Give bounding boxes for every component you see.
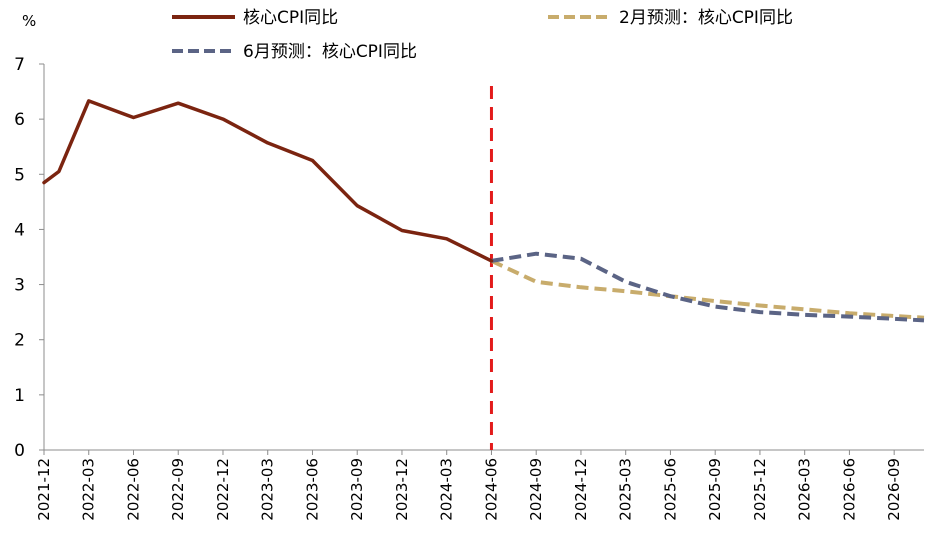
- y-tick-label: 7: [14, 55, 25, 75]
- y-tick-label: 5: [14, 165, 25, 185]
- x-tick-label: 2026-09: [885, 458, 903, 521]
- x-tick-label: 2022-09: [169, 458, 187, 521]
- legend: 核心CPI同比 2月预测：核心CPI同比 6月预测：核心CPI同比: [172, 8, 793, 62]
- x-tick-label: 2025-06: [661, 458, 679, 521]
- x-tick-label: 2022-12: [214, 458, 232, 521]
- x-tick-label: 2026-06: [840, 458, 858, 521]
- x-tick-label: 2024-03: [438, 458, 456, 521]
- x-tick-label: 2022-03: [80, 458, 98, 521]
- x-tick-label: 2021-12: [35, 458, 53, 521]
- series-line-2: [491, 251, 925, 323]
- legend-label-2: 6月预测：核心CPI同比: [243, 42, 417, 62]
- series-layer: [42, 99, 925, 323]
- x-tick-label: 2023-06: [303, 458, 321, 521]
- series-line-0: [42, 99, 494, 263]
- x-tick-label: 2025-09: [706, 458, 724, 521]
- x-tick-label: 2026-03: [796, 458, 814, 521]
- y-unit-label: %: [22, 12, 36, 30]
- y-tick-label: 0: [14, 441, 25, 461]
- x-tick-label: 2025-12: [751, 458, 769, 521]
- y-tick-label: 4: [14, 220, 25, 240]
- legend-label-0: 核心CPI同比: [243, 8, 338, 28]
- x-tick-label: 2022-06: [124, 458, 142, 521]
- x-tick-label: 2024-12: [572, 458, 590, 521]
- y-tick-label: 1: [14, 386, 25, 406]
- legend-label-1: 2月预测：核心CPI同比: [619, 8, 793, 28]
- x-tick-label: 2023-03: [259, 458, 277, 521]
- x-tick-label: 2023-12: [393, 458, 411, 521]
- x-axis: 2021-12 2022-03 2022-06 2022-09 2022-12 2023-…: [35, 449, 924, 521]
- x-tick-label: 2024-09: [527, 458, 545, 521]
- y-tick-label: 2: [14, 331, 25, 351]
- x-tick-label: 2023-09: [348, 458, 366, 521]
- x-tick-label: 2024-06: [482, 458, 500, 521]
- y-axis: 0 1 2 3 4 5 6 7: [14, 55, 45, 461]
- x-tick-label: 2025-03: [617, 458, 635, 521]
- y-tick-label: 6: [14, 110, 25, 130]
- y-tick-label: 3: [14, 276, 25, 296]
- series-line-1: [490, 259, 925, 320]
